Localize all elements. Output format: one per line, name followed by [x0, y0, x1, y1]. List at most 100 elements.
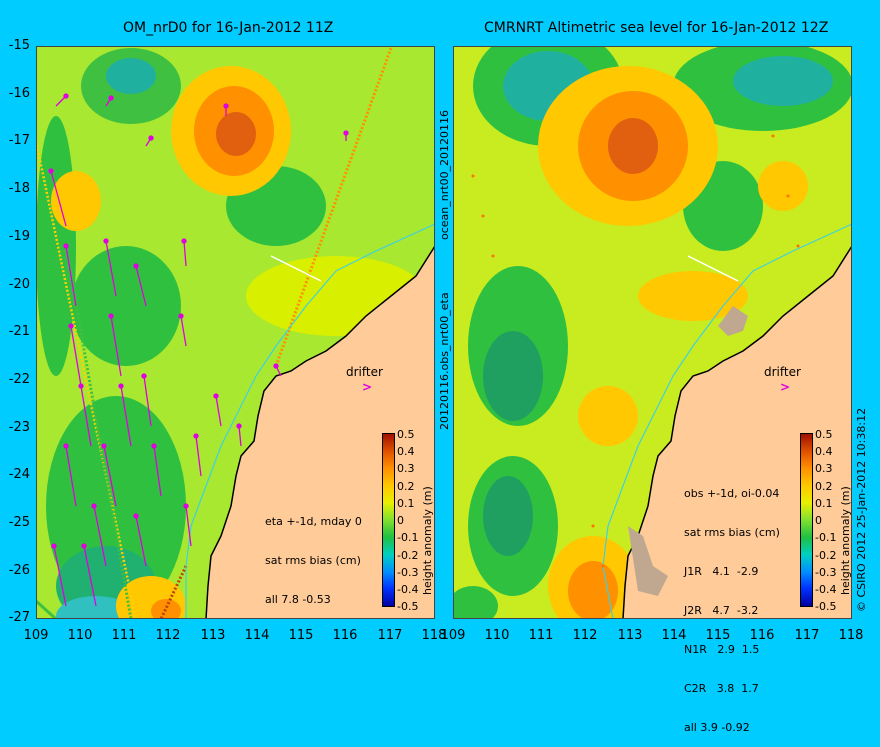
high-anomaly-region: [216, 112, 256, 156]
colorbar-label-left: height anomaly (m): [421, 486, 434, 595]
lon-tick: 109: [23, 628, 49, 643]
lat-tick: -18: [8, 181, 30, 196]
colorbar-tick: 0: [815, 514, 822, 527]
satellite-track: [64, 245, 133, 619]
high-anomaly-region: [578, 386, 638, 446]
left-map-panel[interactable]: [36, 46, 435, 619]
low-anomaly-region: [483, 476, 533, 556]
colorbar-tick: -0.5: [815, 600, 837, 613]
colorbar-tick: 0.4: [397, 445, 415, 458]
colorbar-tick: 0.4: [815, 445, 833, 458]
colorbar-tick: 0.2: [815, 480, 833, 493]
masked-shelf: [628, 526, 668, 596]
bathymetry-contour: [185, 223, 435, 619]
satellite-track: [274, 47, 393, 367]
stats-line: sat rms bias (cm): [684, 526, 780, 539]
bathymetry-contour: [602, 223, 852, 619]
satellite-observations: [471, 134, 800, 568]
low-anomaly-region: [56, 596, 136, 619]
colorbar-tick: -0.4: [397, 583, 419, 596]
left-stats: eta +-1d, mday 0 sat rms bias (cm) all 7…: [265, 489, 362, 619]
colorbar-tick: 0.1: [815, 497, 833, 510]
high-anomaly-region: [568, 561, 618, 619]
colorbar-tick: -0.5: [397, 600, 419, 613]
stats-line: J2R 4.7 -3.2: [684, 604, 759, 617]
colorbar-tick: -0.3: [815, 566, 837, 579]
drifter-label: drifter: [346, 365, 383, 379]
stats-line: J1R 4.1 -2.9: [684, 565, 759, 578]
lon-tick: 111: [528, 628, 554, 643]
lat-tick: -16: [8, 86, 30, 101]
right-stats: obs +-1d, oi-0.04 sat rms bias (cm) J1R …: [684, 461, 780, 747]
lat-tick: -17: [8, 133, 30, 148]
high-anomaly-region: [608, 118, 658, 174]
lon-tick: 115: [705, 628, 731, 643]
left-panel-title: OM_nrD0 for 16-Jan-2012 11Z: [123, 20, 334, 36]
colorbar-tick: -0.2: [815, 549, 837, 562]
low-anomaly-region: [453, 586, 498, 619]
high-anomaly-region: [758, 161, 808, 211]
right-map-panel[interactable]: [453, 46, 852, 619]
stats-line: all 7.8 -0.53: [265, 593, 331, 606]
lon-tick: 114: [661, 628, 687, 643]
transect-line: [270, 255, 322, 282]
drifter-arrow-icon: >: [362, 380, 373, 394]
low-anomaly-region: [106, 58, 156, 94]
colorbar-tick: 0.1: [397, 497, 415, 510]
lat-tick: -24: [8, 467, 30, 482]
masked-shelf: [718, 306, 748, 336]
lon-tick: 110: [67, 628, 93, 643]
colorbar-tick: 0.2: [397, 480, 415, 493]
low-anomaly-region: [483, 331, 543, 421]
colorbar-right: [800, 433, 813, 607]
lat-tick: -15: [8, 38, 30, 53]
high-anomaly-region: [51, 171, 101, 231]
stats-line: eta +-1d, mday 0: [265, 515, 362, 528]
lat-tick: -19: [8, 229, 30, 244]
map-frame: [453, 46, 852, 619]
colorbar-tick: -0.1: [397, 531, 419, 544]
lon-tick: 113: [617, 628, 643, 643]
velocity-arrows: [48, 93, 349, 607]
obs-file-label: 20120116.obs_nrt00_eta: [438, 292, 451, 430]
map-frame: [36, 46, 435, 619]
lon-tick: 115: [288, 628, 314, 643]
high-anomaly-region: [151, 599, 181, 619]
land-mass: [622, 244, 852, 619]
lon-tick: 116: [332, 628, 358, 643]
low-anomaly-region: [733, 56, 833, 106]
satellite-track: [159, 565, 188, 619]
low-anomaly-region: [71, 246, 181, 366]
lon-tick: 109: [440, 628, 466, 643]
lon-tick: 110: [484, 628, 510, 643]
lat-tick: -21: [8, 324, 30, 339]
low-anomaly-region: [36, 116, 76, 376]
stats-line: obs +-1d, oi-0.04: [684, 487, 780, 500]
lon-tick: 116: [749, 628, 775, 643]
lon-tick: 113: [200, 628, 226, 643]
satellite-track: [36, 599, 58, 619]
lat-tick: -27: [8, 610, 30, 625]
colorbar-tick: -0.4: [815, 583, 837, 596]
colorbar-tick: -0.3: [397, 566, 419, 579]
model-file-label: ocean_nrt00_20120116: [438, 109, 451, 240]
transect-line: [687, 255, 739, 282]
lon-tick: 118: [838, 628, 864, 643]
lat-tick: -20: [8, 277, 30, 292]
colorbar-tick: 0.5: [815, 428, 833, 441]
lon-tick: 118: [421, 628, 447, 643]
lat-tick: -22: [8, 372, 30, 387]
lat-tick: -26: [8, 563, 30, 578]
lon-tick: 112: [155, 628, 181, 643]
satellite-track: [36, 140, 138, 619]
stats-line: all 3.9 -0.92: [684, 721, 750, 734]
stats-line: C2R 3.8 1.7: [684, 682, 759, 695]
colorbar-tick: -0.2: [397, 549, 419, 562]
colorbar-left: [382, 433, 395, 607]
lat-tick: -25: [8, 515, 30, 530]
right-panel-title: CMRNRT Altimetric sea level for 16-Jan-2…: [484, 20, 829, 36]
colorbar-tick: 0.3: [815, 462, 833, 475]
lon-tick: 112: [572, 628, 598, 643]
stats-line: sat rms bias (cm): [265, 554, 361, 567]
colorbar-tick: 0.3: [397, 462, 415, 475]
